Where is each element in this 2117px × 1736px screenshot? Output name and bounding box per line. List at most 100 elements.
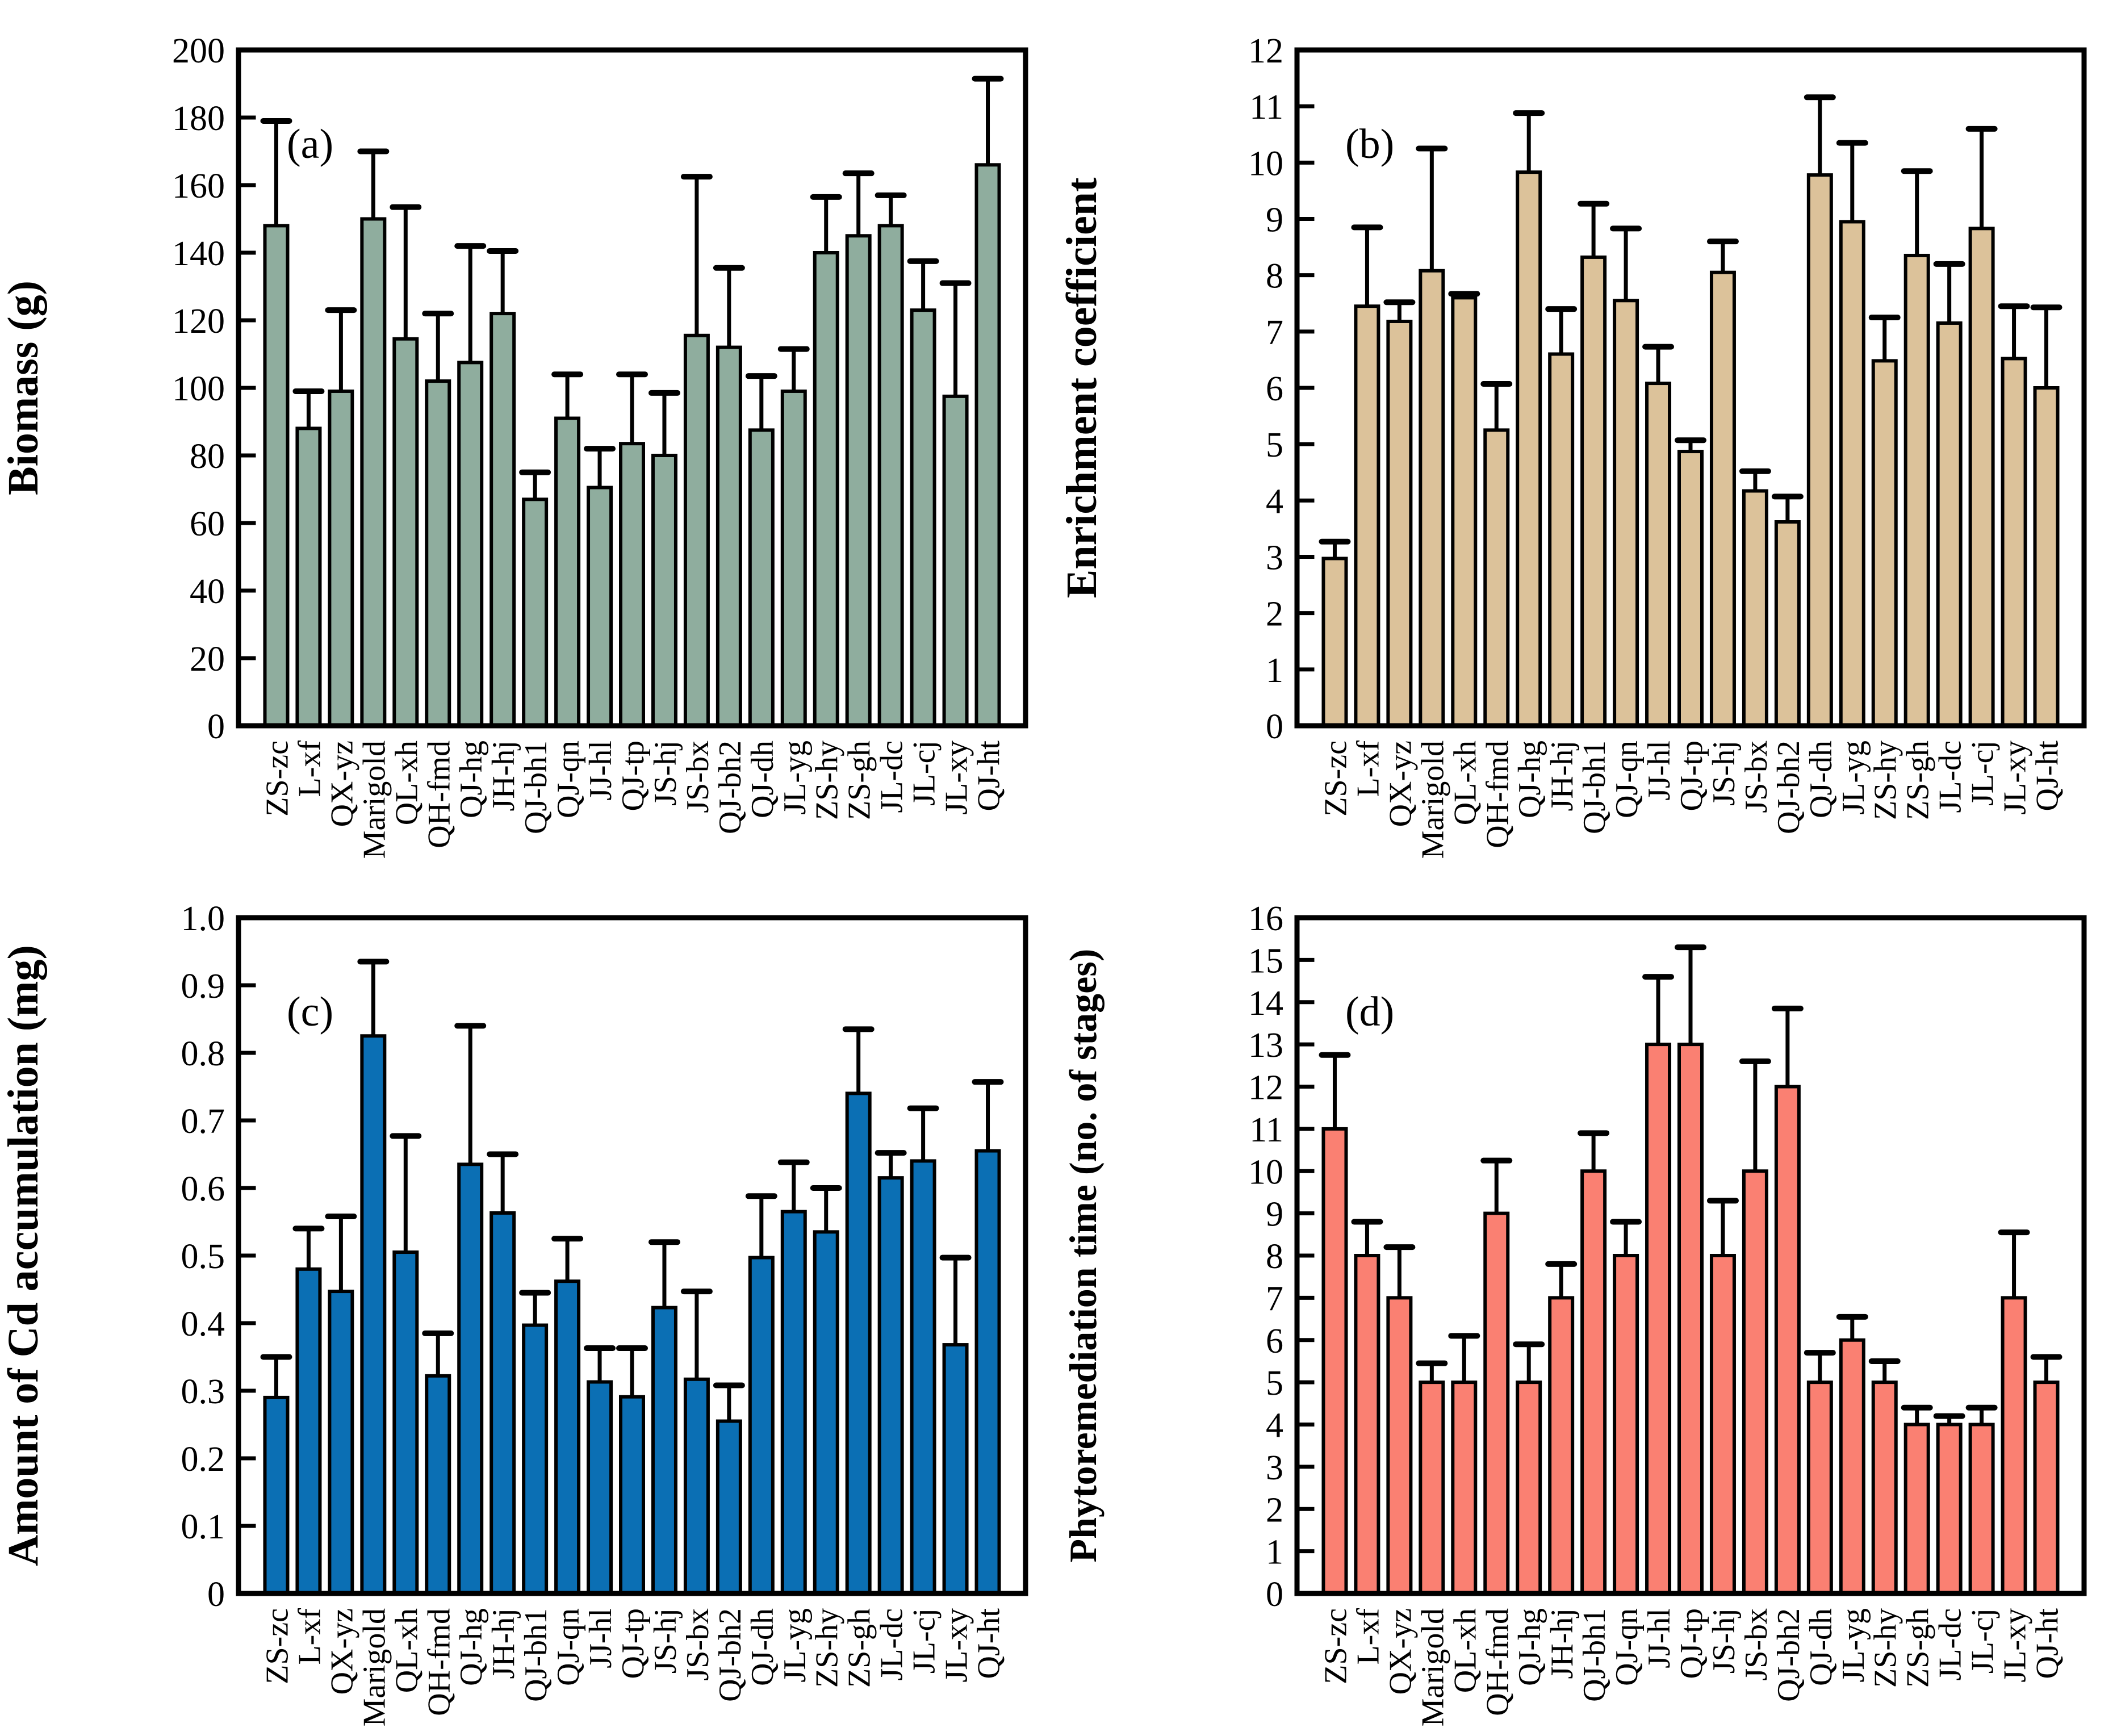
x-tick-label-QJ-ht: QJ-ht <box>972 741 1007 811</box>
x-tick-label-QJ-tp: QJ-tp <box>616 741 651 811</box>
bar-JJ-hl <box>587 1380 613 1596</box>
bar-QJ-ht <box>974 1149 1001 1595</box>
x-tick-label-JJ-hl: JJ-hl <box>583 1608 618 1668</box>
bar-Marigold <box>360 217 387 727</box>
bar-L-xf <box>295 426 322 727</box>
plot-frame <box>236 915 1028 1596</box>
x-tick-label-QJ-ht: QJ-ht <box>2030 741 2065 811</box>
bar-ZS-zc <box>1321 1127 1348 1595</box>
x-tick-label-JJ-hl: JJ-hl <box>1642 1608 1677 1668</box>
bar-JS-hj <box>651 454 677 727</box>
y-tick-label: 1 <box>1266 1533 1283 1572</box>
bar-JL-cj <box>910 308 936 727</box>
x-tick-label-QJ-hg: QJ-hg <box>1512 1608 1547 1686</box>
y-tick-label: 100 <box>172 370 225 408</box>
y-tick-label: 4 <box>1266 1407 1283 1445</box>
y-tick-label: 120 <box>172 302 225 341</box>
bar-QJ-hg <box>1516 170 1542 728</box>
y-tick-label: 3 <box>1266 1449 1283 1487</box>
bar-ZS-zc <box>263 1395 290 1596</box>
bar-JL-xy <box>942 1343 969 1596</box>
x-tick-label-ZS-gh: ZS-gh <box>1901 741 1936 820</box>
x-tick-label-JH-hj: JH-hj <box>1545 1608 1580 1679</box>
x-tick-label-ZS-hy: ZS-hy <box>810 1608 845 1688</box>
x-tick-label-QH-fmd: QH-fmd <box>421 741 457 848</box>
x-tick-label-JL-xy: JL-xy <box>939 741 974 815</box>
plot-frame <box>236 47 1028 729</box>
bar-QJ-hg <box>1516 1381 1542 1595</box>
bar-JL-cj <box>1968 227 1995 727</box>
x-tick-label-QJ-dh: QJ-dh <box>745 741 780 818</box>
bar-QJ-bh2 <box>716 1419 742 1595</box>
x-tick-label-ZS-hy: ZS-hy <box>1868 1608 1903 1688</box>
y-tick-label: 4 <box>1266 482 1283 521</box>
y-tick-label: 0.6 <box>181 1170 225 1208</box>
bar-ZS-zc <box>1321 557 1348 727</box>
bar-QJ-tp <box>619 1395 645 1596</box>
y-tick-label: 14 <box>1248 984 1283 1023</box>
bar-L-xf <box>295 1267 322 1595</box>
bar-JS-hj <box>1709 1254 1736 1595</box>
bar-JS-bx <box>1742 1169 1768 1595</box>
chart-panel-d: 012345678910111213141516ZS-zcL-xfQX-yzMa… <box>1058 868 2117 1735</box>
panel-a-biomass: 0 20 40 60 80 100 120 140 160 180 200 ZS-zc L-xf QX-y… <box>0 0 1058 868</box>
x-tick-label-QX-yz: QX-yz <box>1383 1608 1418 1695</box>
bar-QJ-dh <box>748 428 775 727</box>
bar-QJ-ht <box>974 163 1001 727</box>
x-tick-label-L-xf: L-xf <box>292 741 327 797</box>
y-tick-label: 40 <box>190 572 225 611</box>
bar-JS-hj <box>651 1306 677 1595</box>
bar-QH-fmd <box>425 1374 451 1595</box>
chart-panel-c: 0 0.1 0.2 0.3 0.4 0.5 0.6 0.7 0.8 0.9 1.0 ZS-zcL-xf… <box>0 868 1058 1735</box>
x-tick-label-QJ-hg: QJ-hg <box>454 1608 489 1686</box>
x-tick-label-JL-xy: JL-xy <box>1998 741 2033 815</box>
x-tick-label-QX-yz: QX-yz <box>1383 741 1418 827</box>
x-tick-label-QJ-qn: QJ-qn <box>551 1608 586 1686</box>
y-tick-label: 7 <box>1266 313 1283 352</box>
x-tick-label-ZS-hy: ZS-hy <box>810 741 845 820</box>
x-tick-label-JL-cj: JL-cj <box>907 1608 942 1674</box>
bar-JL-dc <box>877 224 904 727</box>
bar-JS-bx <box>683 333 710 727</box>
x-tick-label-QX-yz: QX-yz <box>324 1608 359 1695</box>
x-tick-label-L-xf: L-xf <box>1350 741 1386 797</box>
bar-Marigold <box>1419 269 1445 727</box>
panel-d-phytoremediation-time: 0 1 2 3 4 5 6 7 8 9 10 11 12 13 14 15 16 ZS-zc L-xf QX-yz Ma… <box>1058 868 2117 1735</box>
bar-JH-hj <box>489 1211 516 1595</box>
bar-QJ-hg <box>457 1162 484 1595</box>
y-axis-title: Enrichment coefficient <box>1058 178 1106 599</box>
bar-QJ-tp <box>619 442 645 727</box>
bar-QJ-bh2 <box>1774 1085 1801 1595</box>
panel-letter: (c) <box>287 989 333 1035</box>
y-tick-label: 10 <box>1248 144 1283 183</box>
y-tick-label: 0 <box>207 708 225 746</box>
y-tick-label: 0 <box>1266 708 1283 746</box>
y-tick-label: 0.5 <box>181 1237 225 1276</box>
bar-JH-hj <box>1548 352 1575 727</box>
x-tick-label-JS-hj: JS-hj <box>1706 1608 1742 1674</box>
bar-ZS-gh <box>845 234 872 727</box>
panel-c-cd-accumulation: 0 0.1 0.2 0.3 0.4 0.5 0.6 0.7 0.8 0.9 1.0 ZS-zc L-xf… <box>0 868 1058 1735</box>
bar-ZS-gh <box>1903 253 1930 728</box>
bar-JS-bx <box>1742 489 1768 727</box>
x-tick-label-QJ-tp: QJ-tp <box>1674 741 1709 811</box>
bar-ZS-hy <box>1871 359 1898 727</box>
panel-letter: (b) <box>1345 121 1394 168</box>
x-tick-label-JL-yg: JL-yg <box>1836 1608 1871 1683</box>
bar-JJ-hl <box>1645 1043 1672 1595</box>
x-tick-label-JS-hj: JS-hj <box>648 741 683 806</box>
bar-JL-yg <box>780 1210 807 1595</box>
y-tick-label: 200 <box>172 32 225 70</box>
bar-QL-xh <box>392 1250 419 1595</box>
bar-JL-yg <box>1839 1338 1865 1595</box>
bar-JL-yg <box>1839 220 1865 728</box>
bar-QJ-bh1 <box>522 1323 549 1595</box>
x-tick-label-JS-bx: JS-bx <box>1739 741 1774 813</box>
bar-ZS-hy <box>1871 1381 1898 1595</box>
x-tick-label-QJ-bh2: QJ-bh2 <box>1771 1608 1806 1702</box>
x-tick-label-QJ-ht: QJ-ht <box>2030 1608 2065 1679</box>
x-tick-label-ZS-hy: ZS-hy <box>1868 741 1903 820</box>
plot-frame <box>1294 915 2087 1596</box>
x-tick-label-ZS-zc: ZS-zc <box>1318 741 1353 817</box>
